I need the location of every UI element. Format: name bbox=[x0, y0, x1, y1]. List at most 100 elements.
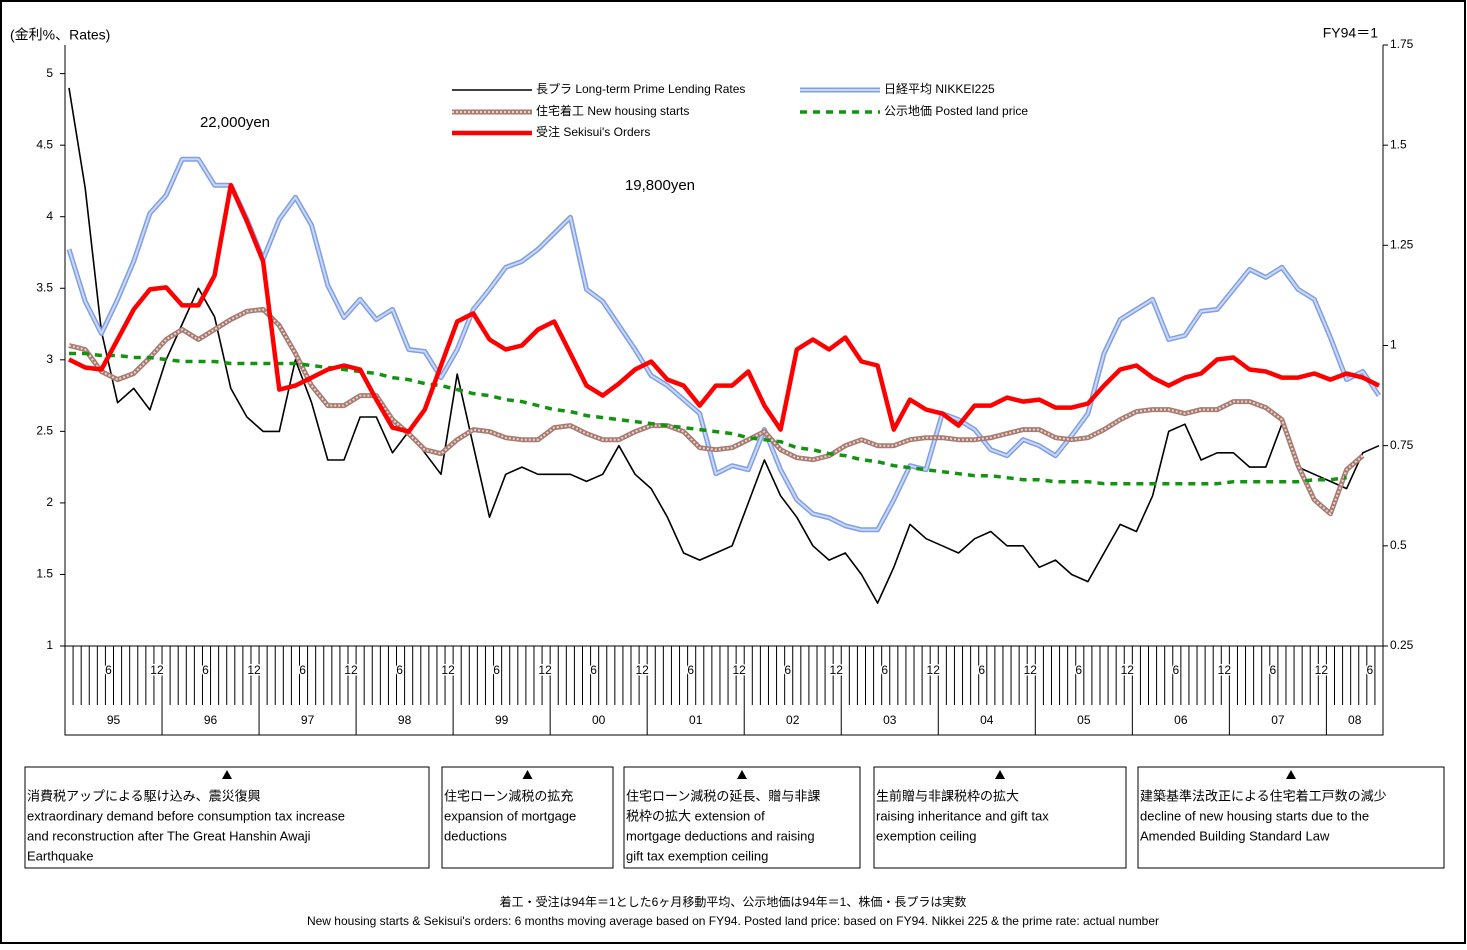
legend-label: 公示地価 Posted land price bbox=[884, 104, 1028, 118]
legend-label: 受注 Sekisui's Orders bbox=[536, 124, 650, 139]
legend-label: 長プラ Long-term Prime Lending Rates bbox=[536, 82, 745, 96]
x-year-label: 00 bbox=[592, 713, 606, 727]
x-month-label: 12 bbox=[538, 663, 552, 677]
footnote: New housing starts & Sekisui's orders: 6… bbox=[307, 914, 1159, 928]
series-line bbox=[68, 182, 1380, 434]
x-year-label: 98 bbox=[398, 713, 412, 727]
y-tick-label: 1 bbox=[46, 638, 53, 652]
x-year-label: 01 bbox=[689, 713, 703, 727]
annotation: 19,800yen bbox=[625, 177, 695, 194]
note-line: 住宅ローン減税の延長、贈与非課 bbox=[626, 788, 820, 803]
left-axis-label: (金利%、Rates) bbox=[10, 27, 110, 43]
note-arrow bbox=[995, 770, 1005, 779]
note-line: 税枠の拡大 extension of bbox=[626, 808, 765, 823]
y2-tick-label: 0.5 bbox=[1390, 538, 1407, 552]
legend-label: 住宅着工 New housing starts bbox=[536, 103, 689, 118]
note-line: expansion of mortgage bbox=[444, 808, 576, 823]
note-line: Amended Building Standard Law bbox=[1140, 828, 1330, 843]
x-month-label: 12 bbox=[1024, 663, 1038, 677]
y-tick-label: 2.5 bbox=[36, 424, 53, 438]
x-year-label: 96 bbox=[204, 713, 218, 727]
x-month-label: 6 bbox=[1075, 663, 1082, 677]
x-month-label: 6 bbox=[493, 663, 500, 677]
y-tick-label: 3.5 bbox=[36, 280, 53, 294]
x-month-label: 12 bbox=[1315, 663, 1329, 677]
note-arrow bbox=[222, 770, 232, 779]
note-line: extraordinary demand before consumption … bbox=[27, 808, 345, 823]
x-month-label: 6 bbox=[1269, 663, 1276, 677]
y-tick-label: 3 bbox=[46, 352, 53, 366]
x-month-label: 6 bbox=[396, 663, 403, 677]
note-line: Earthquake bbox=[27, 848, 94, 863]
x-month-label: 12 bbox=[1121, 663, 1135, 677]
x-month-label: 12 bbox=[247, 663, 261, 677]
x-year-label: 95 bbox=[107, 713, 121, 727]
x-year-label: 99 bbox=[495, 713, 509, 727]
line-highlight bbox=[68, 158, 1380, 531]
x-year-label: 08 bbox=[1348, 713, 1362, 727]
x-month-label: 6 bbox=[590, 663, 597, 677]
x-year-label: 05 bbox=[1077, 713, 1091, 727]
x-month-label: 6 bbox=[202, 663, 209, 677]
x-year-label: 04 bbox=[980, 713, 994, 727]
x-month-label: 12 bbox=[441, 663, 455, 677]
x-year-label: 02 bbox=[786, 713, 800, 727]
y2-tick-label: 0.75 bbox=[1390, 438, 1414, 452]
note-line: raising inheritance and gift tax bbox=[876, 808, 1049, 823]
y-tick-label: 5 bbox=[46, 66, 53, 80]
x-year-label: 97 bbox=[301, 713, 315, 727]
note-box bbox=[623, 766, 861, 869]
x-month-label: 6 bbox=[105, 663, 112, 677]
x-month-label: 12 bbox=[732, 663, 746, 677]
note-line: and reconstruction after The Great Hansh… bbox=[27, 828, 311, 843]
note-box bbox=[873, 766, 1127, 869]
x-month-label: 12 bbox=[150, 663, 164, 677]
note-line: 生前贈与非課税枠の拡大 bbox=[876, 788, 1019, 803]
y2-tick-label: 1 bbox=[1390, 338, 1397, 352]
x-month-label: 6 bbox=[1172, 663, 1179, 677]
y2-tick-label: 1.5 bbox=[1390, 137, 1407, 151]
y-tick-label: 1.5 bbox=[36, 567, 53, 581]
right-axis-label: FY94＝1 bbox=[1323, 25, 1378, 41]
note-box bbox=[24, 766, 430, 869]
note-line: deductions bbox=[444, 828, 507, 843]
x-month-label: 12 bbox=[635, 663, 649, 677]
y2-tick-label: 1.25 bbox=[1390, 238, 1414, 252]
x-month-label: 6 bbox=[1367, 663, 1374, 677]
y2-tick-label: 0.25 bbox=[1390, 638, 1414, 652]
x-year-label: 06 bbox=[1174, 713, 1188, 727]
note-arrow bbox=[737, 770, 747, 779]
note-box bbox=[1137, 766, 1445, 869]
x-month-label: 12 bbox=[344, 663, 358, 677]
note-arrow bbox=[1286, 770, 1296, 779]
note-line: 建築基準法改正による住宅着工戸数の減少 bbox=[1140, 788, 1387, 803]
x-year-label: 03 bbox=[883, 713, 897, 727]
note-line: mortgage deductions and raising bbox=[626, 828, 815, 843]
x-month-label: 12 bbox=[830, 663, 844, 677]
note-line: decline of new housing starts due to the bbox=[1140, 808, 1369, 823]
y-tick-label: 2 bbox=[46, 495, 53, 509]
x-month-label: 6 bbox=[978, 663, 985, 677]
note-line: gift tax exemption ceiling bbox=[626, 848, 768, 863]
annotation: 22,000yen bbox=[200, 114, 270, 131]
x-month-label: 6 bbox=[687, 663, 694, 677]
y-tick-label: 4.5 bbox=[36, 137, 53, 151]
x-year-label: 07 bbox=[1271, 713, 1285, 727]
note-line: exemption ceiling bbox=[876, 828, 976, 843]
x-month-label: 6 bbox=[299, 663, 306, 677]
note-line: 住宅ローン減税の拡充 bbox=[444, 788, 573, 803]
note-arrow bbox=[522, 770, 533, 779]
x-month-label: 12 bbox=[1218, 663, 1232, 677]
line-hatch bbox=[68, 308, 1364, 516]
x-month-label: 12 bbox=[927, 663, 941, 677]
legend-label: 日経平均 NIKKEI225 bbox=[884, 82, 995, 96]
series-line bbox=[69, 351, 1347, 486]
note-line: 消費税アップによる駆け込み、震災復興 bbox=[27, 788, 261, 803]
footnote: 着工・受注は94年＝1とした6ヶ月移動平均、公示地価は94年＝1、株価・長プラは… bbox=[500, 894, 967, 909]
y-tick-label: 4 bbox=[46, 209, 53, 223]
x-month-label: 6 bbox=[784, 663, 791, 677]
x-month-label: 6 bbox=[881, 663, 888, 677]
series-line bbox=[68, 87, 1380, 604]
